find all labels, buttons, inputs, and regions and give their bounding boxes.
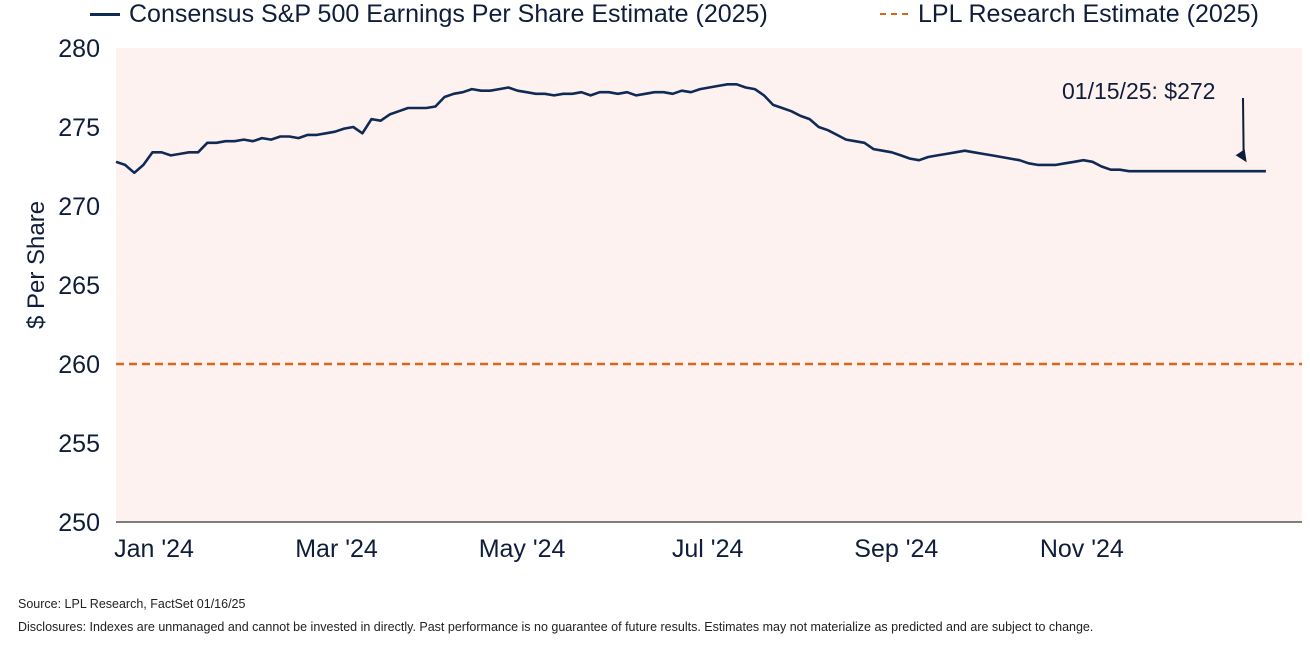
annotation-label: 01/15/25: $272 [1062, 78, 1215, 104]
y-tick-label: 280 [58, 35, 100, 63]
x-tick-label: Jan '24 [114, 535, 194, 563]
legend-swatch-lpl-estimate [880, 13, 908, 15]
legend-item-consensus: Consensus S&P 500 Earnings Per Share Est… [90, 0, 768, 28]
chart-legend: Consensus S&P 500 Earnings Per Share Est… [0, 0, 1310, 30]
series-line-consensus [115, 83, 1266, 175]
y-tick-label: 260 [58, 351, 100, 379]
footer-source: Source: LPL Research, FactSet 01/16/25 [18, 597, 246, 611]
y-tick-label: 270 [58, 193, 100, 221]
legend-item-lpl-estimate: LPL Research Estimate (2025) [880, 0, 1259, 28]
chart-plot: 280 275 270 265 260 255 250 Jan '24 Mar '24 May … [23, 35, 1302, 563]
x-axis-ticks: Jan '24 Mar '24 May '24 Jul '24 Sep '24 Nov '… [114, 535, 1124, 563]
y-axis-title: $ Per Share [23, 201, 50, 329]
y-axis-ticks: 280 275 270 265 260 255 250 [58, 35, 100, 537]
x-tick-label: May '24 [479, 535, 566, 563]
annotation-arrow [1242, 97, 1245, 157]
annotation-arrowhead [1235, 149, 1247, 163]
plot-background [116, 48, 1302, 522]
legend-swatch-consensus [90, 12, 120, 16]
y-tick-label: 250 [58, 509, 100, 537]
x-tick-label: Nov '24 [1040, 535, 1124, 563]
y-tick-label: 255 [58, 430, 100, 458]
y-tick-label: 275 [58, 114, 100, 142]
footer-disclosure: Disclosures: Indexes are unmanaged and c… [18, 620, 1094, 634]
x-tick-label: Sep '24 [854, 535, 938, 563]
x-tick-label: Mar '24 [295, 535, 378, 563]
y-tick-label: 265 [58, 272, 100, 300]
x-tick-label: Jul '24 [672, 535, 744, 563]
legend-label-lpl-estimate: LPL Research Estimate (2025) [918, 0, 1259, 28]
legend-label-consensus: Consensus S&P 500 Earnings Per Share Est… [129, 0, 768, 28]
